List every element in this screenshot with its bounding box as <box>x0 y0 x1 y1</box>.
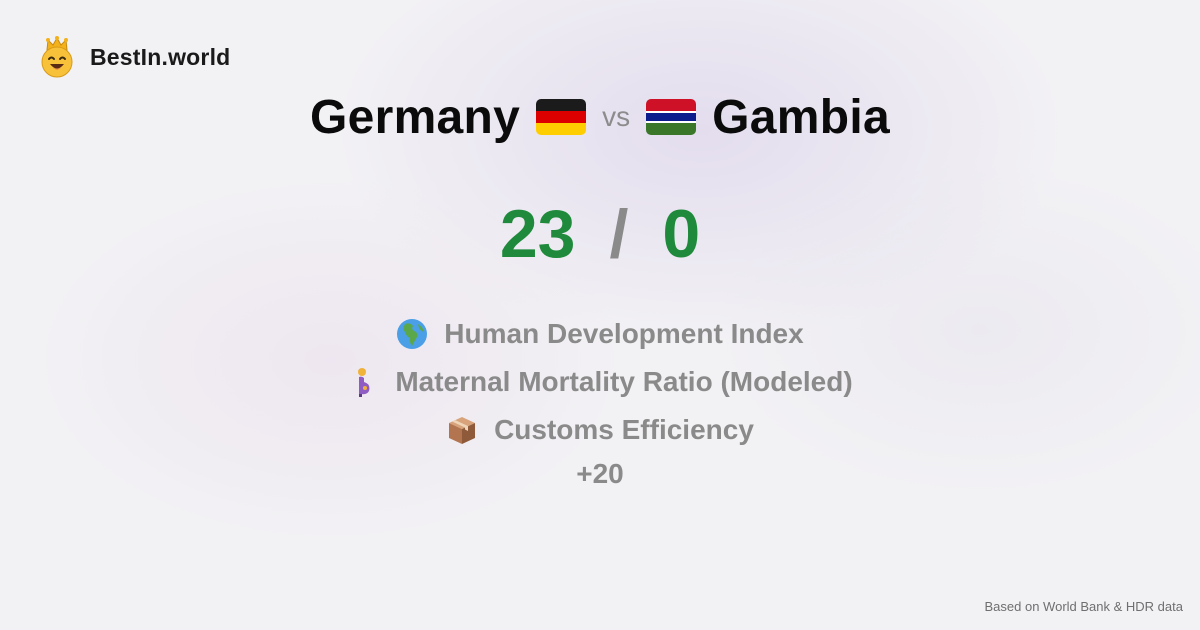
crowned-smiley-icon <box>41 36 73 78</box>
brand-name: BestIn.world <box>90 43 231 70</box>
score-separator: / <box>609 196 629 272</box>
pregnant-woman-icon <box>358 368 370 397</box>
metric-item[interactable]: Human Development Index <box>0 314 1200 354</box>
more-metrics-count[interactable]: +20 <box>576 458 624 489</box>
metric-label: Human Development Index <box>444 318 804 349</box>
metric-label: Customs Efficiency <box>494 414 754 445</box>
right-country-name[interactable]: Gambia <box>712 90 891 144</box>
metric-label: Maternal Mortality Ratio (Modeled) <box>395 366 853 397</box>
globe-africa-icon <box>397 319 428 349</box>
left-score: 23 <box>499 196 576 272</box>
right-score: 0 <box>662 196 701 272</box>
vs-label: vs <box>602 101 631 132</box>
left-country-name[interactable]: Germany <box>309 90 521 144</box>
comparison-title: Germany vs Gambia <box>0 84 1200 150</box>
metric-item[interactable]: Maternal Mortality Ratio (Modeled) <box>0 362 1200 402</box>
metric-item[interactable]: Customs Efficiency <box>0 410 1200 450</box>
germany-flag-icon <box>536 99 587 135</box>
gambia-flag-icon <box>646 99 697 135</box>
brand[interactable]: BestIn.world <box>38 36 230 78</box>
package-icon <box>449 417 476 444</box>
data-source-note: Based on World Bank & HDR data <box>984 599 1183 614</box>
score: 23 / 0 <box>0 192 1200 276</box>
